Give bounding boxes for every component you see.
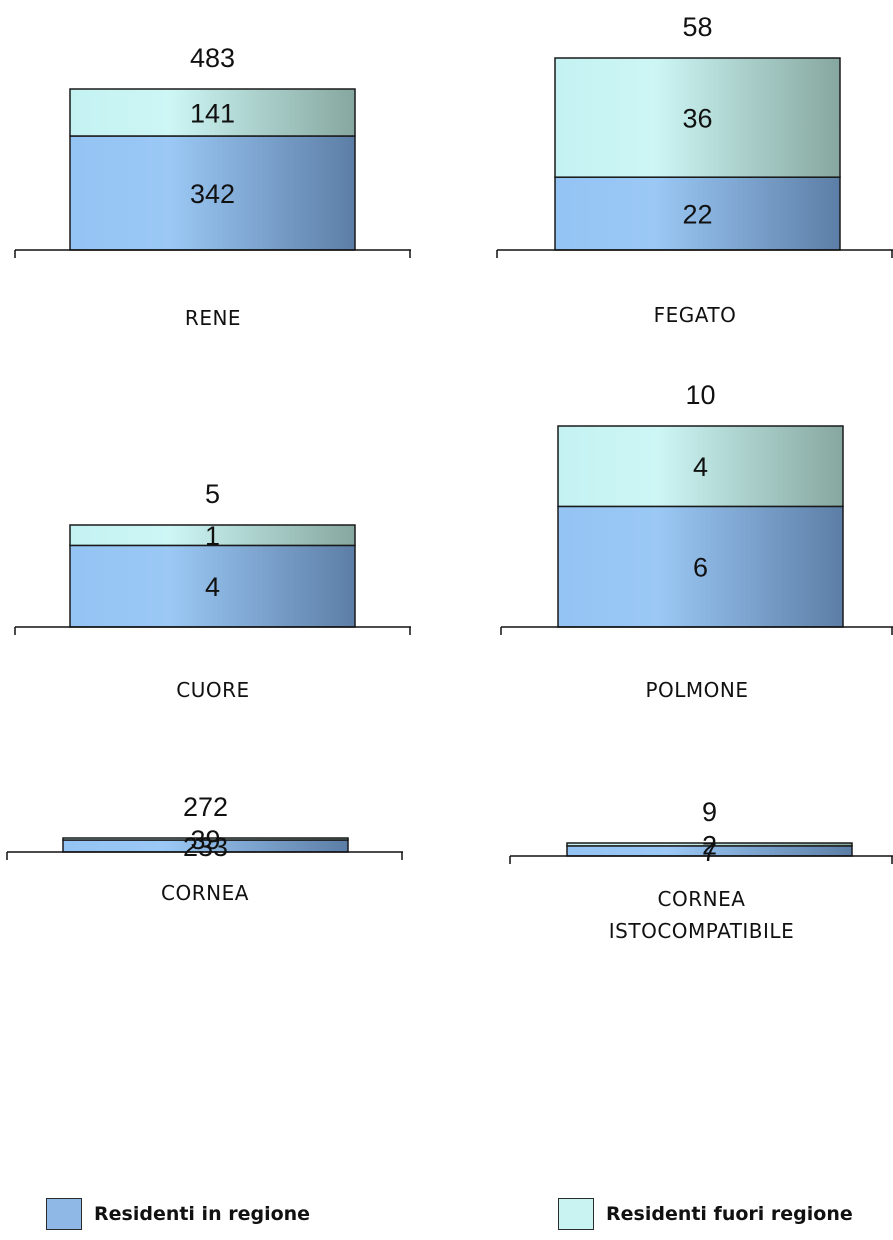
- category-label: ISTOCOMPATIBILE: [609, 919, 794, 943]
- chart-panel-6: 729 CORNEA ISTOCOMPATIBILE: [509, 797, 893, 943]
- data-label-in-regione: 7: [702, 837, 717, 867]
- total-label: 10: [685, 380, 715, 410]
- total-label: 9: [702, 797, 717, 827]
- total-label: 5: [205, 479, 220, 509]
- legend-item-fuori-regione: Residenti fuori regione: [558, 1198, 853, 1230]
- data-label-fuori-regione: 4: [693, 452, 708, 482]
- chart-panel-3: 4 1 5 CUORE: [14, 479, 411, 702]
- total-label: 272: [183, 792, 228, 822]
- bar-segment-fuori-regione: [69, 88, 356, 137]
- category-label: POLMONE: [645, 678, 748, 702]
- bar-segment-in-regione: [69, 135, 356, 251]
- category-label: FEGATO: [654, 303, 737, 327]
- bar-segment-fuori-regione: [554, 57, 841, 178]
- legend-item-in-regione: Residenti in regione: [46, 1198, 310, 1230]
- chart-panel-1: 342 141 483 RENE: [14, 43, 411, 330]
- data-label-in-regione: 342: [190, 179, 235, 209]
- bar-segment-fuori-regione: [557, 425, 844, 508]
- data-label-in-regione: 233: [183, 832, 228, 862]
- total-label: 58: [682, 12, 712, 42]
- category-label: CORNEA: [161, 881, 249, 905]
- total-label: 483: [190, 43, 235, 73]
- data-label-fuori-regione: 1: [205, 521, 220, 551]
- data-label-in-regione: 6: [693, 553, 708, 583]
- chart-panel-2: 22 36 58 FEGATO: [496, 12, 893, 327]
- data-label-fuori-regione: 2: [702, 830, 717, 860]
- legend-swatch-in-regione: [46, 1198, 82, 1230]
- bar-segment-in-regione: [69, 544, 356, 628]
- category-label: RENE: [185, 306, 241, 330]
- bar-segment-fuori-regione: [69, 524, 356, 547]
- bar-segment-fuori-regione: [62, 837, 349, 841]
- data-label-in-regione: 22: [682, 200, 712, 230]
- bar-segment-fuori-regione: [566, 842, 853, 847]
- bar-segment-in-regione: [554, 176, 841, 251]
- chart-panel-4: 6 4 10 POLMONE: [500, 380, 893, 702]
- data-label-fuori-regione: 141: [190, 99, 235, 129]
- legend-swatch-fuori-regione: [558, 1198, 594, 1230]
- data-label-fuori-regione: 36: [682, 104, 712, 134]
- data-label-fuori-regione: 39: [190, 825, 220, 855]
- category-label: CORNEA: [658, 887, 746, 911]
- legend-label-in-regione: Residenti in regione: [94, 1203, 311, 1225]
- legend-label-fuori-regione: Residenti fuori regione: [606, 1203, 853, 1225]
- category-label: CUORE: [176, 678, 249, 702]
- data-label-in-regione: 4: [205, 572, 220, 602]
